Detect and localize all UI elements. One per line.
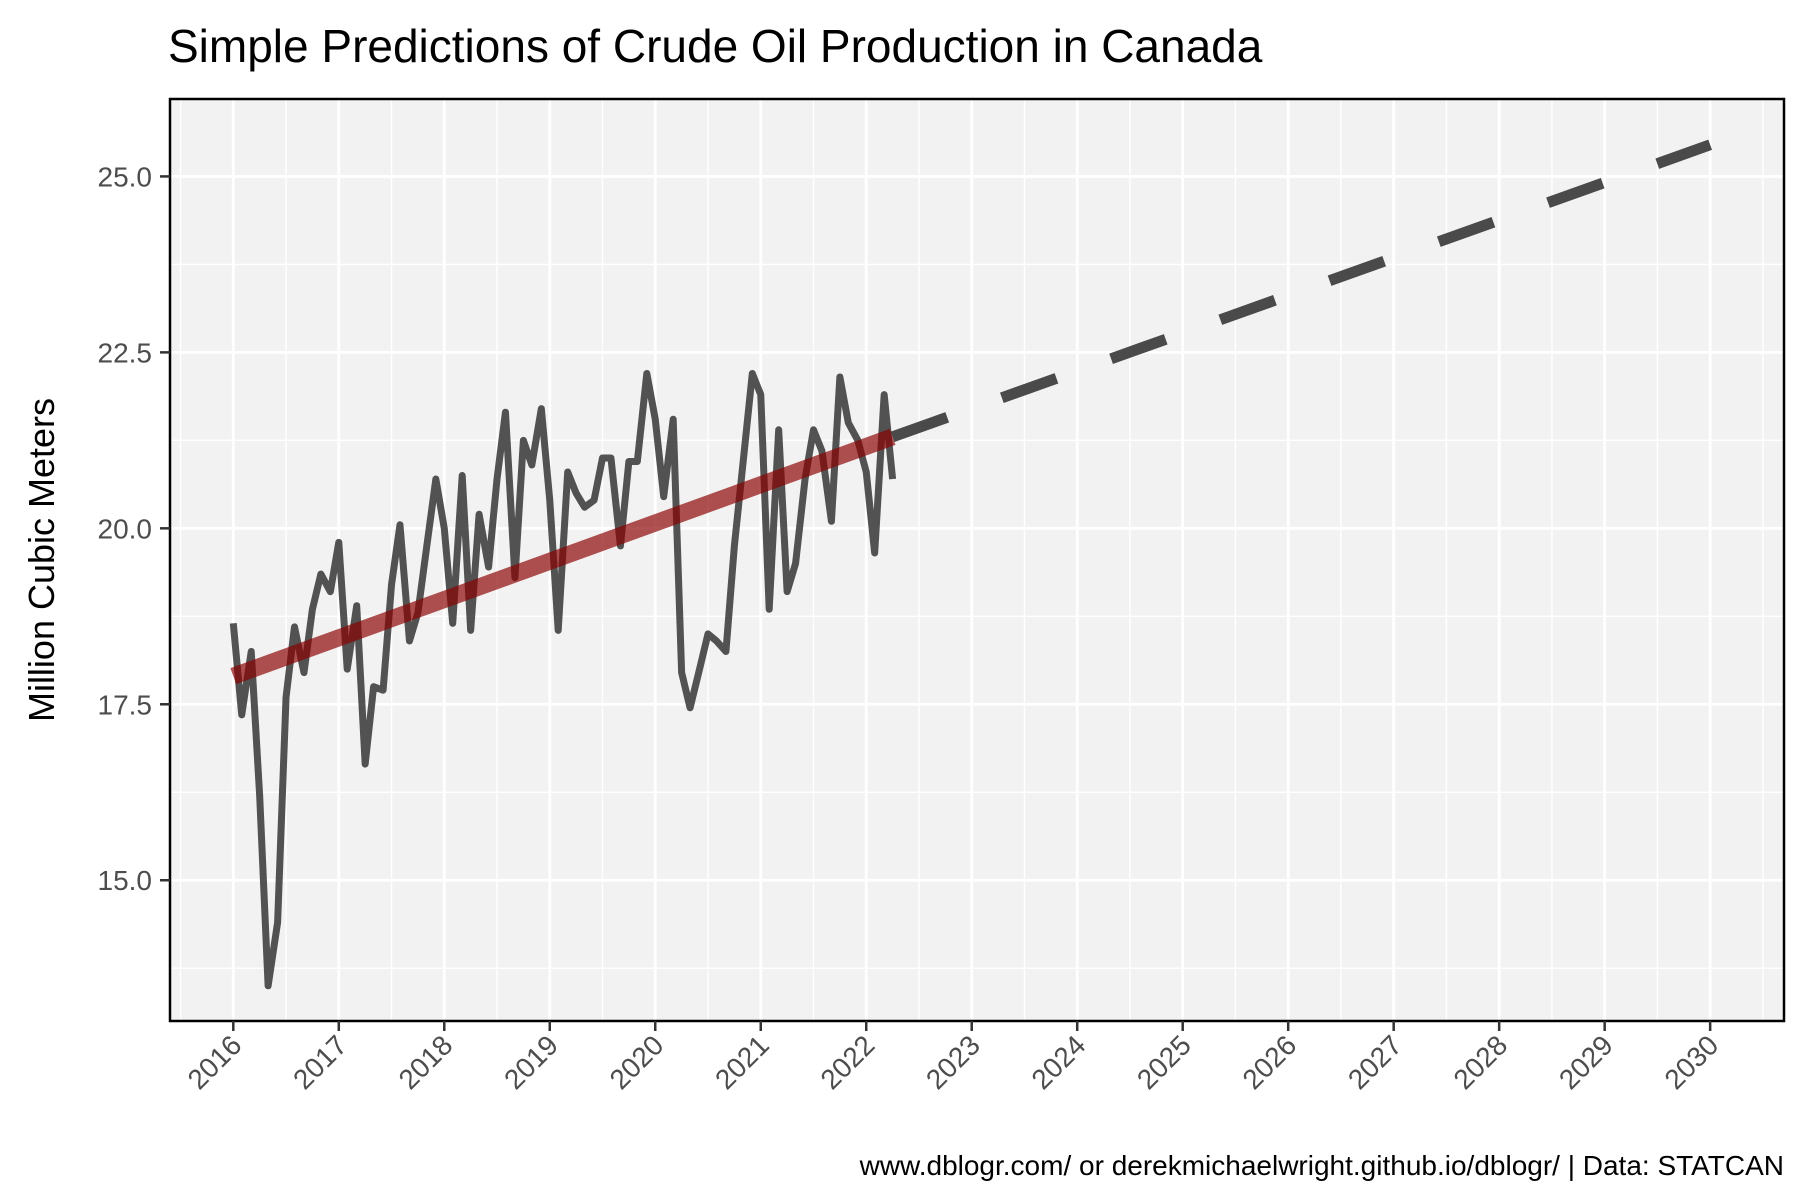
x-axis: 2016 2017 2018 2019 2020 2021 2022 2023 2024 2025… [182, 1021, 1724, 1095]
series-line-prediction [890, 139, 1713, 443]
x-tick-label: 2025 [1131, 1029, 1197, 1095]
y-tick-label: 15.0 [98, 865, 153, 896]
x-tick-label: 2027 [1342, 1029, 1408, 1095]
series-layer [229, 139, 1713, 990]
x-tick-label: 2021 [709, 1029, 775, 1095]
x-tick-label: 2020 [604, 1029, 670, 1095]
grid-layer [170, 99, 1784, 1021]
chart-title: Simple Predictions of Crude Oil Producti… [168, 20, 1263, 72]
plot-panel [170, 99, 1784, 1021]
x-tick-label: 2026 [1236, 1029, 1302, 1095]
x-tick-label: 2018 [393, 1029, 459, 1095]
x-tick-label: 2028 [1447, 1029, 1513, 1095]
x-tick-label: 2017 [287, 1029, 353, 1095]
x-tick-label: 2022 [815, 1029, 881, 1095]
series-line-trend [230, 428, 896, 685]
y-tick-label: 17.5 [98, 689, 153, 720]
y-axis: 15.0 17.5 20.0 22.5 25.0 [98, 161, 170, 896]
x-tick-label: 2030 [1658, 1029, 1724, 1095]
x-tick-label: 2024 [1025, 1029, 1091, 1095]
plot-border [168, 97, 1786, 1023]
y-axis-title: Million Cubic Meters [21, 398, 62, 722]
x-tick-label: 2019 [498, 1029, 564, 1095]
y-tick-label: 20.0 [98, 513, 153, 544]
caption: www.dblogr.com/ or derekmichaelwright.gi… [859, 1150, 1784, 1181]
y-tick-label: 25.0 [98, 161, 153, 192]
y-tick-label: 22.5 [98, 337, 153, 368]
x-tick-label: 2023 [920, 1029, 986, 1095]
x-tick-label: 2029 [1553, 1029, 1619, 1095]
x-tick-label: 2016 [182, 1029, 248, 1095]
